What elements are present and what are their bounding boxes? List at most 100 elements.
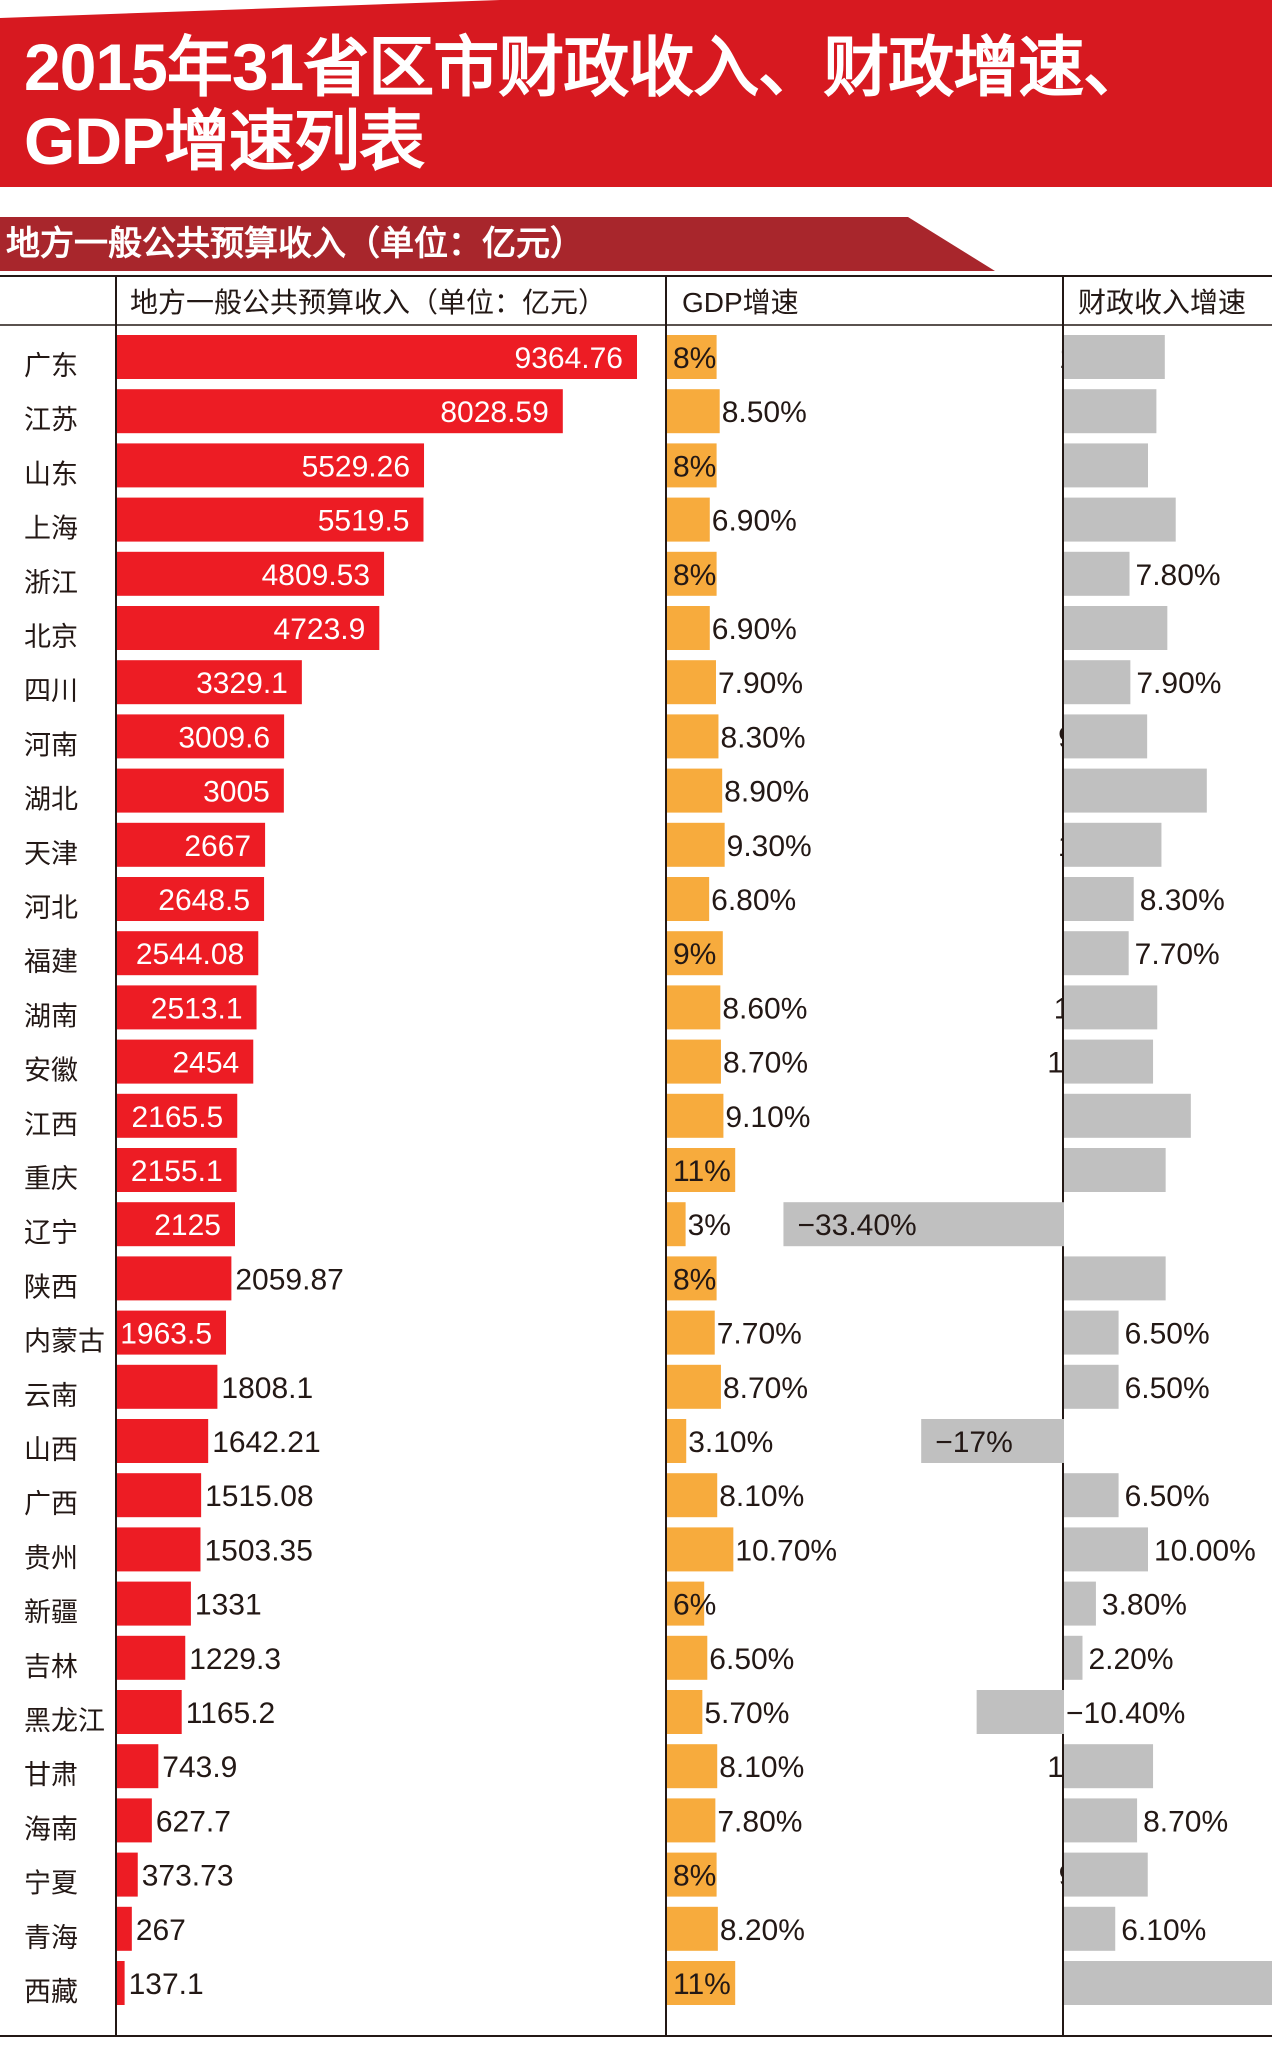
gdp-growth-bar xyxy=(667,335,717,379)
fiscal-growth-label: 6.10% xyxy=(1121,1914,1206,1947)
gdp-growth-label: 5.70% xyxy=(704,1697,789,1730)
revenue-bar xyxy=(117,497,424,542)
fiscal-growth-bar xyxy=(1064,1364,1119,1409)
fiscal-growth-label: 7.80% xyxy=(1136,559,1221,592)
fiscal-growth-bar xyxy=(1064,1961,1272,2005)
province-label: 天津 xyxy=(24,839,78,870)
gdp-growth-label: 6.80% xyxy=(711,884,796,917)
fiscal-growth-bar xyxy=(1064,1148,1166,1192)
gdp-growth-label: 7.70% xyxy=(717,1318,802,1351)
revenue-value-label: 2544.08 xyxy=(136,938,244,971)
revenue-bar xyxy=(117,1310,227,1355)
province-label: 宁夏 xyxy=(24,1869,78,1900)
gdp-growth-bar xyxy=(667,768,723,813)
revenue-value-label: 2454 xyxy=(173,1047,240,1080)
table-row: 云南 1808.1 8.70% 6.50% xyxy=(24,1364,1210,1412)
revenue-bar xyxy=(117,1093,238,1138)
gdp-growth-bar xyxy=(667,1690,703,1734)
fiscal-growth-bar xyxy=(921,1419,1064,1463)
revenue-bar xyxy=(117,606,380,650)
gdp-growth-label: 8.10% xyxy=(719,1480,804,1513)
column-header-gdp: GDP增速 xyxy=(682,287,799,318)
fiscal-growth-label: 8.70% xyxy=(1143,1805,1228,1838)
fiscal-growth-bar xyxy=(1064,877,1134,921)
gdp-growth-bar xyxy=(667,1039,721,1084)
fiscal-growth-label: 6.50% xyxy=(1125,1372,1210,1405)
revenue-value-label: 2648.5 xyxy=(158,884,250,917)
fiscal-growth-label: −10.40% xyxy=(1066,1697,1185,1730)
fiscal-growth-bar xyxy=(1064,1798,1138,1843)
revenue-bar xyxy=(117,822,266,867)
fiscal-growth-bar xyxy=(1064,389,1157,434)
gdp-growth-bar xyxy=(667,551,717,596)
gdp-growth-bar xyxy=(667,931,723,976)
revenue-value-label: 2667 xyxy=(184,830,251,863)
revenue-value-label: 2165.5 xyxy=(131,1101,223,1134)
gdp-growth-bar xyxy=(667,1527,734,1572)
gdp-growth-label: 8.30% xyxy=(720,721,805,754)
fiscal-growth-bar xyxy=(976,1690,1064,1734)
province-label: 江西 xyxy=(24,1110,78,1141)
province-label: 山东 xyxy=(24,459,78,490)
gdp-growth-label: 8% xyxy=(673,559,716,592)
gdp-growth-bar xyxy=(667,1581,705,1626)
fiscal-growth-bar xyxy=(1064,714,1148,759)
fiscal-growth-label: −33.40% xyxy=(797,1209,916,1242)
gdp-growth-label: 8.20% xyxy=(720,1914,805,1947)
province-label: 辽宁 xyxy=(24,1218,78,1249)
province-label: 甘肃 xyxy=(24,1760,78,1791)
fiscal-growth-bar xyxy=(1064,768,1207,813)
gdp-growth-bar xyxy=(667,1852,717,1897)
gdp-growth-label: 8.60% xyxy=(722,992,807,1025)
gdp-growth-bar xyxy=(667,660,716,705)
table-row: 海南 627.7 7.80% 8.70% xyxy=(24,1798,1228,1845)
gdp-growth-label: 7.90% xyxy=(718,667,803,700)
page-title: 2015年31省区市财政收入、财政增速、GDP增速列表 xyxy=(24,30,1149,178)
banner-fold-decoration xyxy=(0,0,500,18)
gdp-growth-bar xyxy=(667,1744,718,1789)
revenue-value-label: 1963.5 xyxy=(120,1318,212,1351)
province-label: 湖南 xyxy=(24,1001,78,1032)
revenue-value-label: 3005 xyxy=(203,776,270,809)
revenue-bar xyxy=(117,1527,201,1572)
province-label: 福建 xyxy=(24,947,78,978)
revenue-bar xyxy=(117,1364,218,1409)
gdp-growth-label: 6.50% xyxy=(709,1643,794,1676)
revenue-bar xyxy=(117,443,425,488)
gdp-growth-bar xyxy=(667,1473,718,1518)
province-label: 重庆 xyxy=(24,1164,78,1195)
gdp-growth-bar xyxy=(667,714,719,759)
fiscal-growth-bar xyxy=(1064,660,1131,705)
table-row: 贵州 1503.35 10.70% 10.00% xyxy=(24,1527,1256,1574)
revenue-value-label: 5529.26 xyxy=(302,450,410,483)
revenue-value-label: 743.9 xyxy=(162,1751,237,1784)
revenue-value-label: 1808.1 xyxy=(221,1372,313,1405)
gdp-growth-label: 8.70% xyxy=(723,1047,808,1080)
revenue-bar xyxy=(117,1148,237,1192)
gdp-growth-bar xyxy=(667,1798,716,1843)
gdp-growth-bar xyxy=(667,606,710,650)
fiscal-growth-bar xyxy=(783,1202,1064,1247)
revenue-value-label: 1642.21 xyxy=(212,1426,320,1459)
fiscal-growth-bar xyxy=(1064,1473,1119,1518)
table-row: 新疆 1331 6% 3.80% xyxy=(24,1581,1187,1629)
gdp-growth-label: 8% xyxy=(673,1860,716,1893)
gdp-growth-bar xyxy=(667,822,725,867)
fiscal-growth-label: 6.50% xyxy=(1125,1480,1210,1513)
revenue-value-label: 4723.9 xyxy=(274,613,366,646)
province-label: 湖北 xyxy=(24,785,78,816)
gdp-growth-label: 8% xyxy=(673,342,716,375)
fiscal-growth-bar xyxy=(1064,822,1162,867)
fiscal-growth-bar xyxy=(1064,335,1165,379)
revenue-value-label: 267 xyxy=(136,1914,186,1947)
